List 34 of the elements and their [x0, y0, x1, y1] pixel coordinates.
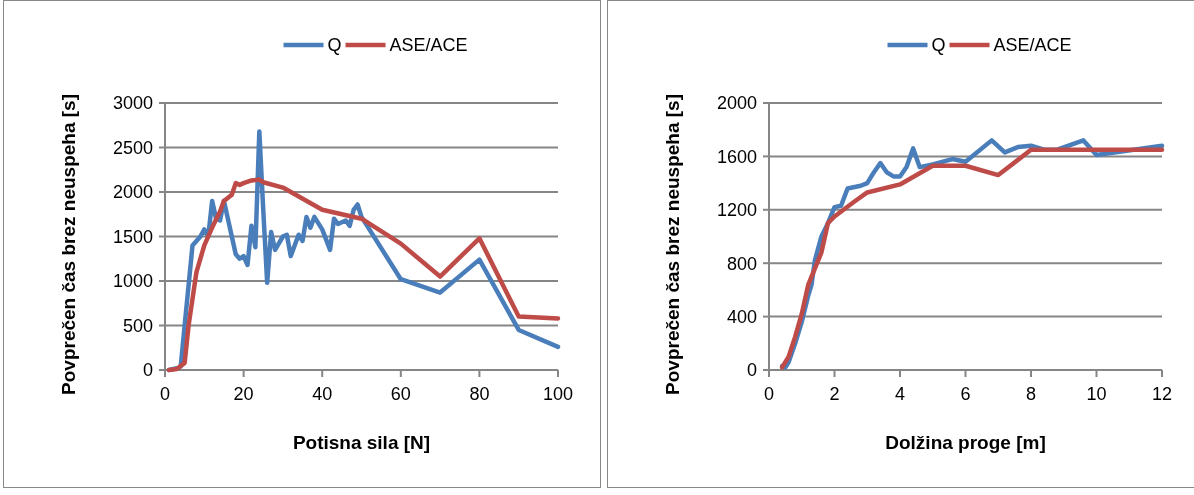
x-tick-label: 6: [960, 384, 971, 404]
x-tick-label: 8: [1025, 384, 1037, 404]
y-tick-label: 400: [726, 306, 757, 327]
legend-label: ASE/ACE: [993, 35, 1072, 56]
y-tick-label: 2000: [716, 93, 757, 114]
y-tick-label: 1200: [716, 200, 757, 221]
y-tick-label: 3000: [112, 93, 153, 114]
legend-label: Q: [931, 35, 946, 56]
x-tick-label: 2: [829, 384, 840, 404]
y-tick-label: 1500: [112, 226, 153, 247]
x-tick-label: 10: [1086, 384, 1107, 404]
x-tick-label: 4: [894, 384, 906, 404]
x-axis-title: Dolžina proge [m]: [885, 432, 1046, 453]
x-tick-label: 80: [469, 384, 490, 404]
x-tick-label: 40: [312, 384, 333, 404]
x-tick-label: 60: [390, 384, 411, 404]
y-axis-title: Povprečen čas brez neuspeha [s]: [58, 94, 79, 395]
x-tick-label: 0: [763, 384, 775, 404]
y-tick-label: 0: [746, 360, 757, 381]
y-tick-label: 2500: [112, 137, 153, 158]
x-tick-label: 12: [1151, 384, 1173, 404]
y-tick-label: 1000: [112, 271, 153, 292]
y-tick-label: 1600: [716, 146, 757, 167]
x-tick-label: 0: [159, 384, 171, 404]
y-tick-label: 0: [142, 360, 153, 381]
x-tick-label: 100: [542, 384, 574, 404]
legend-label: ASE/ACE: [389, 35, 468, 56]
x-axis-title: Potisna sila [N]: [292, 432, 431, 453]
y-tick-label: 2000: [112, 182, 153, 203]
y-tick-label: 500: [122, 315, 153, 336]
legend-label: Q: [327, 35, 342, 56]
y-axis-title: Povprečen čas brez neuspeha [s]: [662, 94, 683, 395]
x-tick-label: 20: [233, 384, 254, 404]
y-tick-label: 800: [726, 253, 757, 274]
